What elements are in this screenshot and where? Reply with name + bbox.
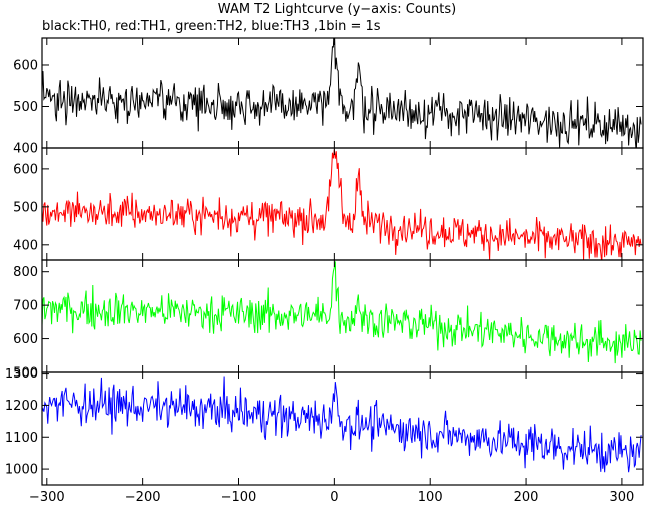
series-line-th2: [42, 261, 642, 364]
x-tick-label: −300: [29, 490, 65, 505]
x-tick-label: 200: [514, 490, 539, 505]
y-tick-label: 1300: [5, 367, 38, 382]
y-tick-label: 400: [13, 142, 38, 157]
series-line-th1: [42, 149, 642, 260]
series-line-th3: [42, 376, 642, 473]
y-tick-label: 800: [13, 265, 38, 280]
chart-title: WAM T2 Lightcurve (y−axis: Counts): [218, 2, 456, 17]
y-tick-label: 500: [13, 100, 38, 115]
y-tick-label: 600: [13, 162, 38, 177]
x-tick-label: 300: [609, 490, 634, 505]
chart-subtitle: black:TH0, red:TH1, green:TH2, blue:TH3 …: [42, 19, 381, 34]
panel-frame: [41, 371, 644, 486]
y-tick-label: 1100: [5, 431, 38, 446]
series-line-th0: [42, 38, 642, 148]
y-tick-label: 700: [13, 299, 38, 314]
y-tick-label: 400: [13, 238, 38, 253]
y-tick-label: 600: [13, 332, 38, 347]
panel-th3: 1000 1100 1200 1300: [5, 367, 644, 486]
x-tick-label: −100: [221, 490, 257, 505]
y-tick-label: 500: [13, 200, 38, 215]
x-tick-label: 100: [418, 490, 443, 505]
y-tick-label: 500: [13, 366, 38, 381]
panel-th1: 400 500 600: [13, 147, 644, 261]
y-tick-label: 1200: [5, 399, 38, 414]
y-tick-label: 1000: [5, 463, 38, 478]
plot-layer: 4005006004005006005006007008001000110012…: [5, 37, 644, 505]
panel-th0: 400 500 600: [13, 37, 644, 157]
x-tick-label: 0: [330, 490, 338, 505]
panel-th2: 500 600 700 800: [13, 259, 644, 381]
x-tick-label: −200: [125, 490, 161, 505]
y-tick-label: 600: [13, 58, 38, 73]
